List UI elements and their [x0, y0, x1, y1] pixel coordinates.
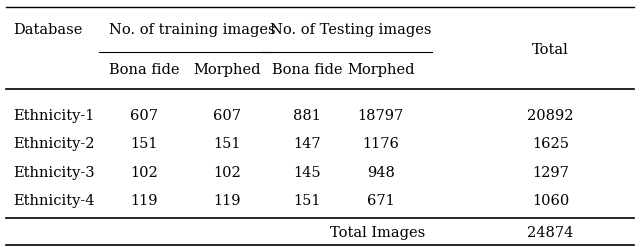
Text: 607: 607	[213, 109, 241, 123]
Text: Ethnicity-3: Ethnicity-3	[13, 166, 95, 180]
Text: No. of training images: No. of training images	[109, 23, 275, 37]
Text: 1060: 1060	[532, 194, 569, 208]
Text: Bona fide: Bona fide	[272, 63, 342, 77]
Text: 145: 145	[293, 166, 321, 180]
Text: No. of Testing images: No. of Testing images	[269, 23, 431, 37]
Text: 607: 607	[130, 109, 158, 123]
Text: 119: 119	[131, 194, 157, 208]
Text: Database: Database	[13, 23, 82, 37]
Text: Ethnicity-2: Ethnicity-2	[13, 138, 94, 151]
Text: Total Images: Total Images	[330, 226, 426, 240]
Text: 948: 948	[367, 166, 395, 180]
Text: 147: 147	[293, 138, 321, 151]
Text: Ethnicity-4: Ethnicity-4	[13, 194, 94, 208]
Text: Morphed: Morphed	[193, 63, 261, 77]
Text: 102: 102	[213, 166, 241, 180]
Text: 102: 102	[130, 166, 158, 180]
Text: 881: 881	[293, 109, 321, 123]
Text: 1297: 1297	[532, 166, 569, 180]
Text: Bona fide: Bona fide	[109, 63, 179, 77]
Text: 20892: 20892	[527, 109, 573, 123]
Text: 18797: 18797	[358, 109, 404, 123]
Text: Ethnicity-1: Ethnicity-1	[13, 109, 94, 123]
Text: 151: 151	[294, 194, 321, 208]
Text: 119: 119	[214, 194, 241, 208]
Text: Total: Total	[532, 43, 569, 57]
Text: 671: 671	[367, 194, 395, 208]
Text: 151: 151	[131, 138, 157, 151]
Text: 1625: 1625	[532, 138, 569, 151]
Text: 151: 151	[214, 138, 241, 151]
Text: Morphed: Morphed	[347, 63, 415, 77]
Text: 1176: 1176	[362, 138, 399, 151]
Text: 24874: 24874	[527, 226, 573, 240]
